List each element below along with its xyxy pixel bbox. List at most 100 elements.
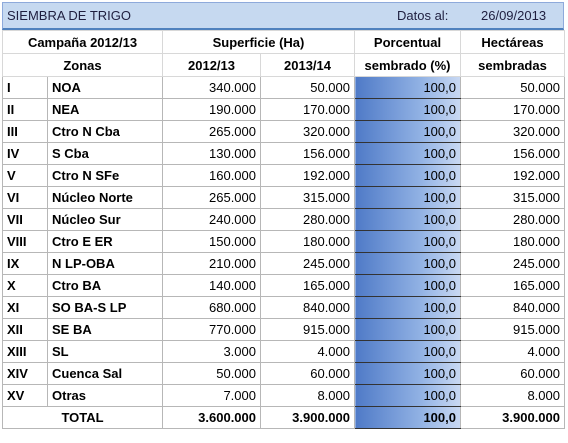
- cell: XIV: [2, 362, 48, 385]
- cell: 170.000: [460, 98, 565, 121]
- total-cell: TOTAL: [2, 406, 163, 429]
- data-row: X Ctro BA 140.000 165.000 100,0 165.000: [2, 274, 565, 297]
- cell: 7.000: [162, 384, 261, 407]
- cell: 150.000: [162, 230, 261, 253]
- cell: 60.000: [260, 362, 355, 385]
- percent-cell: 100,0: [354, 142, 461, 165]
- cell: SE BA: [47, 318, 163, 341]
- percent-cell: 100,0: [354, 340, 461, 363]
- cell: 3.000: [162, 340, 261, 363]
- header-cell: Campaña 2012/13: [2, 30, 163, 54]
- cell: 192.000: [460, 164, 565, 187]
- date-label: Datos al:: [397, 8, 449, 23]
- percent-cell: 100,0: [354, 98, 461, 121]
- cell: 130.000: [162, 142, 261, 165]
- sheet: SIEMBRA DE TRIGO Datos al: 26/09/2013 Ca…: [2, 2, 565, 429]
- percent-cell: 100,0: [354, 274, 461, 297]
- header-cell: 2013/14: [260, 53, 355, 77]
- cell: Ctro N Cba: [47, 120, 163, 143]
- percent-cell: 100,0: [354, 296, 461, 319]
- total-row: TOTAL 3.600.000 3.900.000 100,0 3.900.000: [2, 406, 565, 429]
- header-cell: Zonas: [2, 53, 163, 77]
- cell: X: [2, 274, 48, 297]
- cell: 8.000: [260, 384, 355, 407]
- cell: 50.000: [460, 76, 565, 99]
- cell: 320.000: [460, 120, 565, 143]
- cell: VII: [2, 208, 48, 231]
- cell: II: [2, 98, 48, 121]
- header-cell: 2012/13: [162, 53, 261, 77]
- header-cell: Hectáreas: [460, 30, 565, 54]
- cell: 915.000: [460, 318, 565, 341]
- cell: 245.000: [460, 252, 565, 275]
- total-cell: 100,0: [354, 406, 461, 429]
- cell: VIII: [2, 230, 48, 253]
- data-row: XI SO BA-S LP 680.000 840.000 100,0 840.000: [2, 296, 565, 319]
- cell: IX: [2, 252, 48, 275]
- cell: 245.000: [260, 252, 355, 275]
- title-bar: SIEMBRA DE TRIGO Datos al: 26/09/2013: [2, 2, 564, 30]
- percent-cell: 100,0: [354, 120, 461, 143]
- percent-cell: 100,0: [354, 208, 461, 231]
- cell: 165.000: [260, 274, 355, 297]
- cell: 240.000: [162, 208, 261, 231]
- cell: SO BA-S LP: [47, 296, 163, 319]
- percent-cell: 100,0: [354, 318, 461, 341]
- cell: III: [2, 120, 48, 143]
- data-row: VIII Ctro E ER 150.000 180.000 100,0 180.000: [2, 230, 565, 253]
- cell: VI: [2, 186, 48, 209]
- cell: 170.000: [260, 98, 355, 121]
- cell: 4.000: [260, 340, 355, 363]
- data-row: II NEA 190.000 170.000 100,0 170.000: [2, 98, 565, 121]
- cell: 180.000: [260, 230, 355, 253]
- total-cell: 3.900.000: [260, 406, 355, 429]
- cell: 265.000: [162, 186, 261, 209]
- data-row: XII SE BA 770.000 915.000 100,0 915.000: [2, 318, 565, 341]
- cell: 165.000: [460, 274, 565, 297]
- cell: 680.000: [162, 296, 261, 319]
- data-row: XV Otras 7.000 8.000 100,0 8.000: [2, 384, 565, 407]
- cell: XV: [2, 384, 48, 407]
- cell: 50.000: [260, 76, 355, 99]
- title: SIEMBRA DE TRIGO: [7, 8, 132, 23]
- cell: 8.000: [460, 384, 565, 407]
- percent-cell: 100,0: [354, 384, 461, 407]
- cell: Cuenca Sal: [47, 362, 163, 385]
- cell: XIII: [2, 340, 48, 363]
- cell: 156.000: [260, 142, 355, 165]
- table: Campaña 2012/13 Superficie (Ha) Porcentual…: [2, 30, 565, 429]
- data-row: IX N LP-OBA 210.000 245.000 100,0 245.000: [2, 252, 565, 275]
- cell: 840.000: [460, 296, 565, 319]
- cell: I: [2, 76, 48, 99]
- cell: 770.000: [162, 318, 261, 341]
- cell: 140.000: [162, 274, 261, 297]
- cell: 192.000: [260, 164, 355, 187]
- cell: 160.000: [162, 164, 261, 187]
- header-cell: sembradas: [460, 53, 565, 77]
- cell: IV: [2, 142, 48, 165]
- header-cell: Porcentual: [354, 30, 461, 54]
- data-row: VI Núcleo Norte 265.000 315.000 100,0 315.000: [2, 186, 565, 209]
- cell: 60.000: [460, 362, 565, 385]
- percent-cell: 100,0: [354, 186, 461, 209]
- cell: Ctro N SFe: [47, 164, 163, 187]
- cell: 180.000: [460, 230, 565, 253]
- total-cell: 3.600.000: [162, 406, 261, 429]
- cell: 280.000: [460, 208, 565, 231]
- cell: XII: [2, 318, 48, 341]
- cell: V: [2, 164, 48, 187]
- data-row: IV S Cba 130.000 156.000 100,0 156.000: [2, 142, 565, 165]
- cell: 265.000: [162, 120, 261, 143]
- header-cell: sembrado (%): [354, 53, 461, 77]
- total-cell: 3.900.000: [460, 406, 565, 429]
- data-row: VII Núcleo Sur 240.000 280.000 100,0 280.000: [2, 208, 565, 231]
- percent-cell: 100,0: [354, 252, 461, 275]
- cell: N LP-OBA: [47, 252, 163, 275]
- cell: 320.000: [260, 120, 355, 143]
- cell: 915.000: [260, 318, 355, 341]
- cell: NEA: [47, 98, 163, 121]
- cell: Ctro E ER: [47, 230, 163, 253]
- cell: Otras: [47, 384, 163, 407]
- cell: SL: [47, 340, 163, 363]
